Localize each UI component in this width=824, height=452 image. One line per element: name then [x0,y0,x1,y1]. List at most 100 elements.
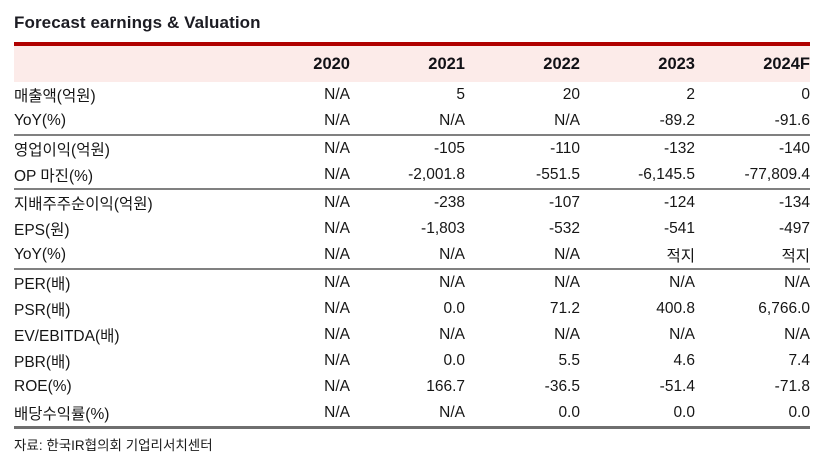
cell-value: N/A [324,86,350,103]
cell-value: N/A [350,242,465,270]
cell-value: N/A [439,274,465,291]
table-row: OP 마진(%) N/A -2,001.8 -551.5 -6,145.5 -77,809… [14,162,810,190]
row-label: 지배주주순이익(억원) [14,196,153,213]
table-row: EV/EBITDA(배) N/A N/A N/A N/A N/A [14,322,810,348]
cell-value: 7.4 [788,352,810,369]
cell-value: -134 [778,194,810,211]
cell-value: -532 [548,220,580,237]
table-row: 지배주주순이익(억원) N/A -238 -107 -124 -134 [14,189,810,216]
year-column-header: 2024F [763,54,810,73]
cell-value: -1,803 [421,220,465,237]
cell-value: 400.8 [656,300,695,317]
cell-value: 적지 [580,242,695,270]
year-column-header: 2023 [658,54,695,73]
header-row: 2020 2021 2022 2023 2024F [14,44,810,82]
table-row: 배당수익률(%) N/A N/A 0.0 0.0 0.0 [14,400,810,429]
cell-value: 4.6 [673,352,695,369]
cell-value: N/A [324,274,350,291]
cell-value: 6,766.0 [758,300,810,317]
cell-value: 0.0 [580,400,695,429]
cell-value: -71.8 [774,378,810,395]
cell-value: N/A [350,108,465,136]
cell-value: -140 [778,140,810,157]
table-body: 매출액(억원) N/A 5 20 2 0 YoY(%) N/A N/A N/A -89.2 -91.6… [14,82,810,429]
cell-value: N/A [554,274,580,291]
cell-value: N/A [669,274,695,291]
page-title: Forecast earnings & Valuation [14,13,261,32]
cell-value: 2 [686,86,695,103]
cell-value: N/A [324,220,350,237]
row-label-header [14,44,235,82]
cell-value: -77,809.4 [695,162,810,190]
row-label: 배당수익률(%) [14,400,235,429]
cell-value: 166.7 [426,378,465,395]
cell-value: 0.0 [443,352,465,369]
cell-value: -91.6 [695,108,810,136]
year-column-header: 2022 [543,54,580,73]
cell-value: -551.5 [465,162,580,190]
cell-value: -107 [548,194,580,211]
cell-value: -238 [433,194,465,211]
table-row: YoY(%) N/A N/A N/A -89.2 -91.6 [14,108,810,136]
cell-value: N/A [235,108,350,136]
cell-value: N/A [235,400,350,429]
table-row: YoY(%) N/A N/A N/A 적지 적지 [14,242,810,270]
cell-value: N/A [554,326,580,343]
cell-value: N/A [324,378,350,395]
cell-value: -2,001.8 [350,162,465,190]
cell-value: -89.2 [580,108,695,136]
cell-value: 0.0 [465,400,580,429]
row-label: EPS(원) [14,222,70,239]
table-header: 2020 2021 2022 2023 2024F [14,44,810,82]
cell-value: 20 [562,86,580,103]
cell-value: N/A [235,162,350,190]
cell-value: -541 [663,220,695,237]
row-label: YoY(%) [14,242,235,270]
cell-value: N/A [784,274,810,291]
cell-value: N/A [350,400,465,429]
cell-value: -124 [663,194,695,211]
cell-value: 0 [801,86,810,103]
cell-value: N/A [439,326,465,343]
valuation-table: 2020 2021 2022 2023 2024F 매출액(억원) N/A 5 20 2 0 YoY… [14,42,810,429]
cell-value: 0.0 [443,300,465,317]
cell-value: 5 [456,86,465,103]
cell-value: N/A [465,242,580,270]
row-label: 매출액(억원) [14,88,96,105]
table-row: 영업이익(억원) N/A -105 -110 -132 -140 [14,135,810,162]
cell-value: N/A [324,194,350,211]
cell-value: 적지 [695,242,810,270]
row-label: EV/EBITDA(배) [14,328,120,345]
cell-value: N/A [465,108,580,136]
cell-value: N/A [324,326,350,343]
year-column-header: 2021 [428,54,465,73]
table-row: 매출액(억원) N/A 5 20 2 0 [14,82,810,108]
cell-value: N/A [324,352,350,369]
cell-value: 5.5 [558,352,580,369]
cell-value: -497 [778,220,810,237]
cell-value: -132 [663,140,695,157]
row-label: 영업이익(억원) [14,142,110,159]
row-label: ROE(%) [14,378,72,395]
table-row: PSR(배) N/A 0.0 71.2 400.8 6,766.0 [14,296,810,322]
cell-value: -105 [433,140,465,157]
cell-value: N/A [669,326,695,343]
row-label: YoY(%) [14,108,235,136]
table-row: PER(배) N/A N/A N/A N/A N/A [14,269,810,296]
cell-value: N/A [324,300,350,317]
table-row: PBR(배) N/A 0.0 5.5 4.6 7.4 [14,348,810,374]
cell-value: -51.4 [659,378,695,395]
cell-value: N/A [235,242,350,270]
cell-value: N/A [324,140,350,157]
table-row: EPS(원) N/A -1,803 -532 -541 -497 [14,216,810,242]
row-label: OP 마진(%) [14,162,235,190]
cell-value: -6,145.5 [580,162,695,190]
cell-value: 0.0 [695,400,810,429]
row-label: PBR(배) [14,354,71,371]
cell-value: -110 [550,140,580,157]
cell-value: -36.5 [544,378,580,395]
row-label: PSR(배) [14,302,71,319]
row-label: PER(배) [14,276,71,293]
table-row: ROE(%) N/A 166.7 -36.5 -51.4 -71.8 [14,374,810,400]
cell-value: N/A [784,326,810,343]
